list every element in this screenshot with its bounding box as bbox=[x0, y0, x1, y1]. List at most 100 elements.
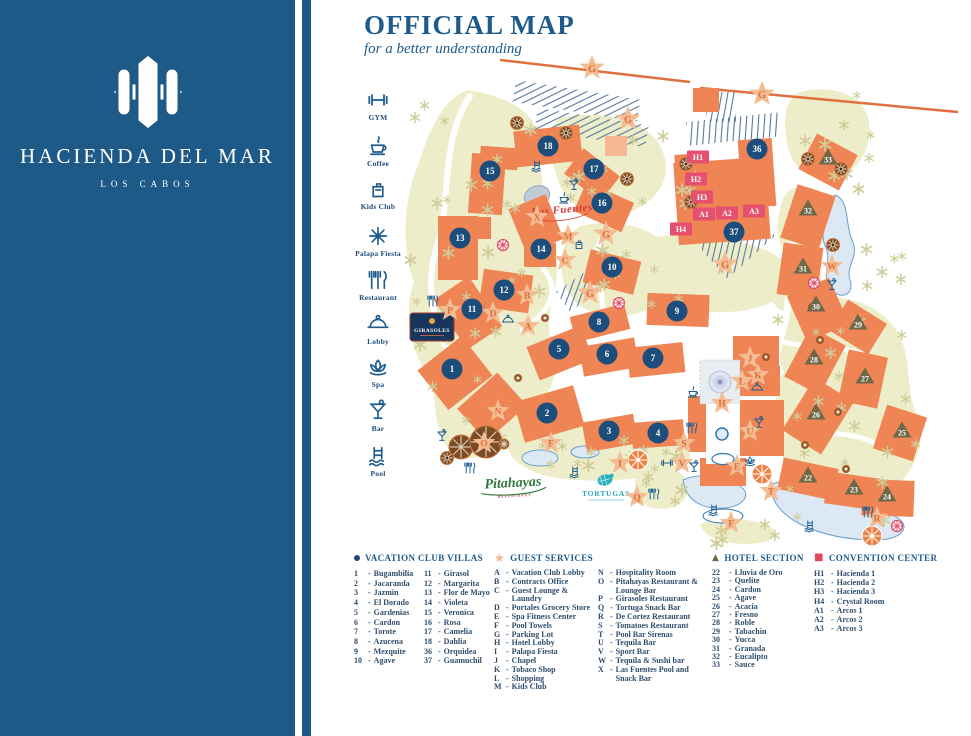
legend-item: H1- Hacienda 1 bbox=[814, 569, 876, 578]
legend-item: R - De Cortez Restaurant bbox=[598, 611, 691, 621]
medallion-icon bbox=[890, 519, 904, 533]
svg-text:E: E bbox=[734, 463, 740, 473]
legend-item: 36- Orquidea bbox=[424, 646, 477, 656]
legend-item: J - Chapel bbox=[494, 655, 537, 665]
guest-service-star: N bbox=[486, 399, 510, 421]
villa-marker: 10 bbox=[601, 256, 623, 278]
svg-text:5: 5 bbox=[557, 344, 562, 354]
legend-item: C - Guest Lounge & Laundry bbox=[494, 585, 569, 604]
villa-marker: 37 bbox=[723, 221, 745, 243]
legend-item: A - Vacation Club Lobby bbox=[494, 568, 585, 577]
legend-item: H4- Crystal Room bbox=[814, 596, 885, 606]
building bbox=[737, 137, 777, 209]
legend-item: 37- Guamuchil bbox=[424, 656, 482, 666]
building bbox=[508, 194, 564, 254]
legend-item: 25- Agave bbox=[712, 593, 756, 603]
legend-item: N - Hospitality Room bbox=[598, 568, 676, 577]
legend-item: I - Palapa Fiesta bbox=[494, 647, 558, 657]
svg-text:6: 6 bbox=[605, 349, 610, 359]
villa-marker: 3 bbox=[598, 420, 620, 442]
legend-item: 23- Quelite bbox=[712, 576, 760, 586]
hotel-marker: 23 bbox=[844, 478, 864, 495]
svg-text:37: 37 bbox=[730, 227, 740, 237]
legend-item: 9- Mezquite bbox=[354, 646, 406, 656]
kids-club-icon bbox=[372, 183, 384, 198]
legend-item: 29- Tabachin bbox=[712, 626, 767, 636]
guest-service-star: F bbox=[539, 431, 563, 453]
svg-text:I: I bbox=[618, 460, 622, 470]
spa-icon bbox=[369, 359, 387, 376]
guest-service-star: W bbox=[820, 254, 844, 276]
hotel-marker: 30 bbox=[806, 295, 826, 312]
tree-icon bbox=[860, 242, 873, 256]
convention-labels: H1 H2 H3 H4 A1 A2 A3 bbox=[670, 150, 765, 236]
svg-text:H4: H4 bbox=[676, 225, 686, 234]
tree-icon bbox=[862, 280, 873, 292]
legend-item: 28- Roble bbox=[712, 618, 755, 628]
small-palapa-icon bbox=[514, 374, 522, 382]
legend-hotel-header: ▲ HOTEL SECTION bbox=[712, 553, 812, 563]
svg-text:A3: A3 bbox=[749, 207, 759, 216]
parking-star: G bbox=[579, 54, 605, 79]
amenity-label: Coffee bbox=[366, 159, 390, 168]
amenity-label: Restaurant bbox=[359, 293, 397, 302]
palapa-icon bbox=[620, 172, 634, 186]
legend-item: 1- Bugambilia bbox=[354, 569, 414, 578]
villa-marker: 8 bbox=[588, 311, 610, 333]
legend-item: 26- Acacia bbox=[712, 601, 758, 611]
svg-text:H3: H3 bbox=[697, 193, 707, 202]
brand-location: LOS CABOS bbox=[100, 179, 195, 189]
svg-text:Q: Q bbox=[633, 494, 640, 504]
legend-guest-services: ★ GUEST SERVICES A - Vacation Club Lobby B -… bbox=[494, 552, 708, 692]
svg-text:RESTAURANT: RESTAURANT bbox=[498, 493, 532, 499]
villa-marker: 2 bbox=[536, 402, 558, 424]
small-palapa-icon bbox=[801, 441, 809, 449]
villa-marker: 15 bbox=[479, 160, 501, 182]
guest-service-star: S bbox=[672, 431, 696, 453]
legend-item: 12- Margarita bbox=[424, 578, 480, 588]
villa-marker: 11 bbox=[461, 298, 483, 320]
legend-item: W - Tequila & Sushi bar bbox=[598, 655, 685, 665]
girasoles-logo: GIRASOLES bbox=[409, 312, 455, 342]
medallion-icon bbox=[807, 276, 821, 290]
svg-text:32: 32 bbox=[804, 207, 812, 216]
guest-service-star: O bbox=[472, 431, 496, 453]
guest-service-star: C bbox=[553, 248, 577, 270]
amenity-label: Lobby bbox=[367, 337, 389, 346]
building bbox=[733, 336, 779, 366]
villa-marker: 16 bbox=[591, 192, 613, 214]
palapa-fiesta-icon bbox=[368, 226, 388, 246]
convention-label: A1 bbox=[693, 207, 715, 221]
svg-text:V: V bbox=[679, 460, 686, 470]
svg-text:24: 24 bbox=[883, 493, 891, 502]
restaurant-icon bbox=[368, 270, 387, 290]
svg-text:M: M bbox=[564, 233, 573, 243]
svg-text:H: H bbox=[718, 400, 726, 410]
palapa-icon bbox=[801, 152, 815, 166]
sidebar: HACIENDA DEL MAR LOS CABOS bbox=[0, 0, 295, 736]
legend-item: 11- Girasol bbox=[424, 569, 470, 578]
legend-item: U - Tequila Bar bbox=[598, 638, 657, 648]
legend-item: 7- Torote bbox=[354, 627, 396, 637]
amenity-coffee: Coffee bbox=[344, 134, 412, 168]
guest-service-star: I bbox=[608, 451, 632, 473]
legend-item: 10- Agave bbox=[354, 656, 395, 666]
pitahayas-palapa bbox=[498, 438, 510, 450]
coffee-map-icon bbox=[688, 386, 699, 398]
palapa-icon bbox=[510, 116, 524, 130]
guest-service-star: X bbox=[525, 205, 549, 227]
svg-text:30: 30 bbox=[812, 303, 820, 312]
svg-text:G: G bbox=[588, 64, 596, 75]
svg-text:12: 12 bbox=[500, 285, 510, 295]
tree-icon bbox=[895, 273, 906, 286]
guest-service-star: H bbox=[710, 391, 734, 413]
convention-label: H2 bbox=[685, 172, 707, 186]
restaurant-map-icon bbox=[464, 462, 476, 474]
villa-marker: 1 bbox=[441, 358, 463, 380]
small-palapa-icon bbox=[816, 336, 824, 344]
legend-item: 3- Jazmin bbox=[354, 588, 399, 598]
page-subtitle: for a better understanding bbox=[364, 41, 522, 57]
svg-text:27: 27 bbox=[861, 375, 869, 384]
convention-label: H3 bbox=[691, 190, 713, 204]
medallion-icon bbox=[496, 238, 510, 252]
